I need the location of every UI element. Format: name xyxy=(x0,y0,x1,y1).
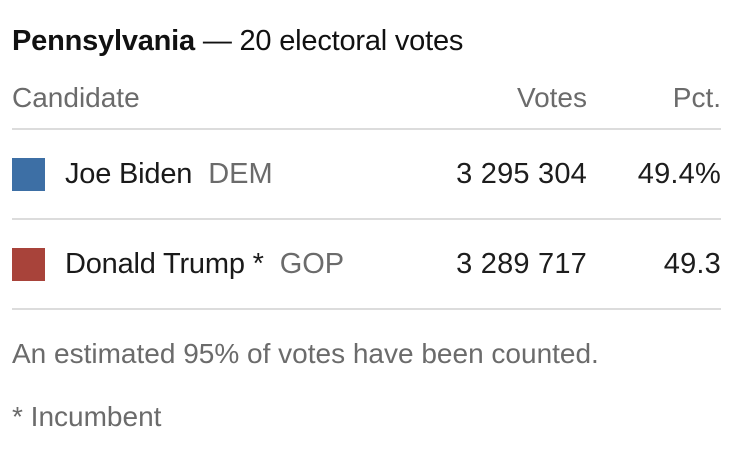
state-name: Pennsylvania xyxy=(12,25,195,57)
votes-value: 3 295 304 xyxy=(456,157,587,190)
dem-color-swatch xyxy=(12,157,45,191)
candidate-name: Donald Trump * xyxy=(65,247,264,280)
incumbent-note: * Incumbent xyxy=(12,401,162,432)
candidate-cell: Joe Biden DEM xyxy=(12,157,411,191)
candidate-name: Joe Biden xyxy=(65,157,193,190)
pct-value: 49.3 xyxy=(663,247,721,280)
col-header-pct: Pct. xyxy=(672,82,721,113)
electoral-votes-label: — 20 electoral votes xyxy=(202,25,464,57)
pct-value: 49.4% xyxy=(637,157,721,190)
col-header-votes: Votes xyxy=(516,82,587,113)
candidate-cell: Donald Trump * GOP xyxy=(12,247,411,281)
table-header-row: Candidate Votes Pct. xyxy=(12,83,721,130)
gop-color-swatch xyxy=(12,247,45,281)
counted-note: An estimated 95% of votes have been coun… xyxy=(12,338,599,369)
votes-value: 3 289 717 xyxy=(456,247,587,280)
results-table: Candidate Votes Pct. Joe Biden DEM 3 295… xyxy=(12,83,721,310)
table-row-trump: Donald Trump * GOP 3 289 717 49.3 xyxy=(12,220,721,310)
page-title: Pennsylvania — 20 electoral votes xyxy=(12,24,721,59)
col-header-candidate: Candidate xyxy=(12,82,140,113)
table-row-biden: Joe Biden DEM 3 295 304 49.4% xyxy=(12,130,721,220)
party-label: GOP xyxy=(279,247,345,280)
party-label: DEM xyxy=(208,157,273,190)
